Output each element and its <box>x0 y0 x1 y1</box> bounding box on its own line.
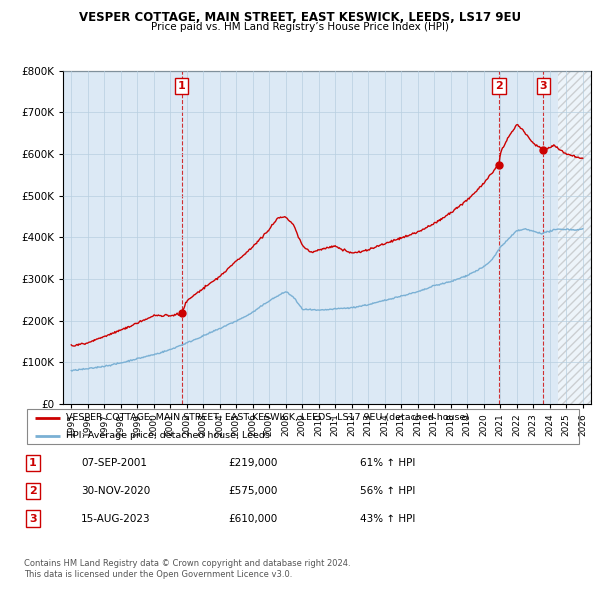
Text: Contains HM Land Registry data © Crown copyright and database right 2024.: Contains HM Land Registry data © Crown c… <box>24 559 350 568</box>
Text: 2: 2 <box>29 486 37 496</box>
Text: 15-AUG-2023: 15-AUG-2023 <box>81 514 151 523</box>
Text: 43% ↑ HPI: 43% ↑ HPI <box>360 514 415 523</box>
Text: 2: 2 <box>495 81 503 91</box>
Text: £575,000: £575,000 <box>228 486 277 496</box>
Text: 30-NOV-2020: 30-NOV-2020 <box>81 486 150 496</box>
Text: VESPER COTTAGE, MAIN STREET, EAST KESWICK, LEEDS, LS17 9EU: VESPER COTTAGE, MAIN STREET, EAST KESWIC… <box>79 11 521 24</box>
Text: VESPER COTTAGE, MAIN STREET, EAST KESWICK, LEEDS, LS17 9EU (detached house): VESPER COTTAGE, MAIN STREET, EAST KESWIC… <box>66 414 469 422</box>
Text: 56% ↑ HPI: 56% ↑ HPI <box>360 486 415 496</box>
Text: 07-SEP-2001: 07-SEP-2001 <box>81 458 147 468</box>
Bar <box>558 71 591 404</box>
Text: 1: 1 <box>178 81 185 91</box>
Text: 3: 3 <box>539 81 547 91</box>
Text: £219,000: £219,000 <box>228 458 277 468</box>
Text: 61% ↑ HPI: 61% ↑ HPI <box>360 458 415 468</box>
Text: 3: 3 <box>29 514 37 523</box>
Text: £610,000: £610,000 <box>228 514 277 523</box>
Text: HPI: Average price, detached house, Leeds: HPI: Average price, detached house, Leed… <box>66 431 270 440</box>
Text: 1: 1 <box>29 458 37 468</box>
Text: Price paid vs. HM Land Registry’s House Price Index (HPI): Price paid vs. HM Land Registry’s House … <box>151 22 449 32</box>
Text: This data is licensed under the Open Government Licence v3.0.: This data is licensed under the Open Gov… <box>24 571 292 579</box>
